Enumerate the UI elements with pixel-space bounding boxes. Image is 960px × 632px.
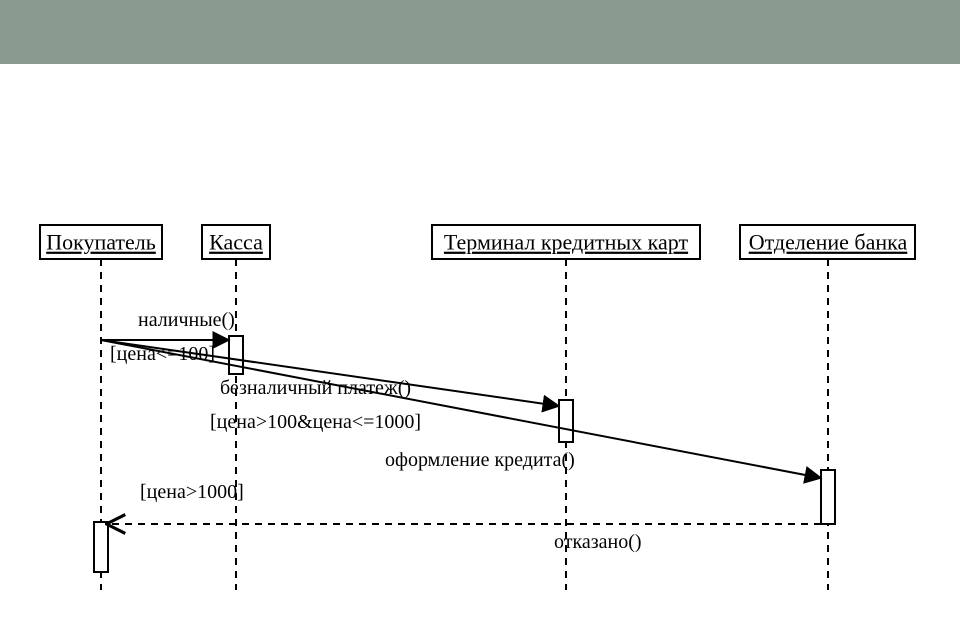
message-label-m4: отказано() xyxy=(554,531,642,553)
activation-terminal xyxy=(559,400,573,442)
message-guard-m2: [цена>100&цена<=1000] xyxy=(210,411,421,433)
sequence-diagram: Покупатель Касса Терминал кредитных карт От… xyxy=(0,0,960,632)
actor-label-bank: Отделение банка xyxy=(749,230,908,255)
actor-label-cashier: Касса xyxy=(209,230,263,255)
actor-label-terminal: Терминал кредитных карт xyxy=(444,230,689,255)
activation-buyer xyxy=(94,522,108,572)
activation-cashier xyxy=(229,336,243,374)
actor-label-buyer: Покупатель xyxy=(46,230,156,255)
activation-bank xyxy=(821,470,835,524)
message-label-m1: наличные() xyxy=(138,309,235,331)
message-label-m3: оформление кредита() xyxy=(385,449,575,471)
message-guard-m3: [цена>1000] xyxy=(140,481,244,503)
